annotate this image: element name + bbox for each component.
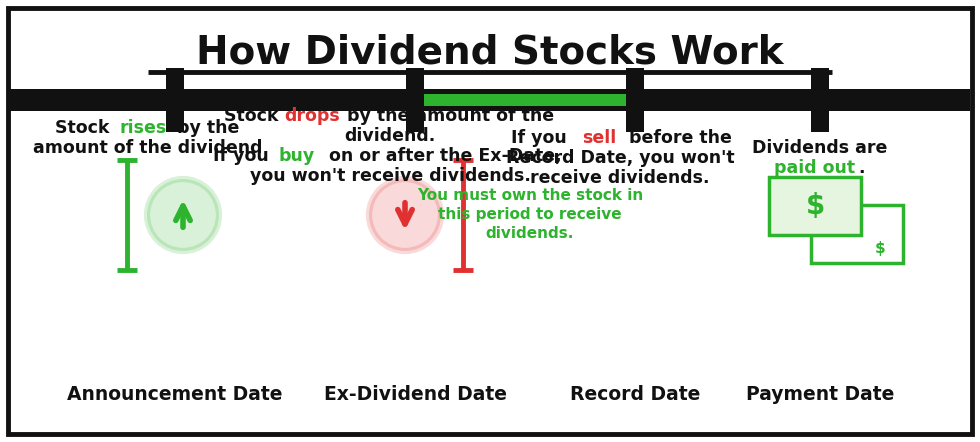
FancyBboxPatch shape: [10, 89, 970, 111]
Text: buy: buy: [278, 147, 315, 165]
Text: $: $: [875, 241, 885, 256]
Circle shape: [147, 179, 219, 251]
Text: Record Date: Record Date: [569, 385, 700, 404]
Text: Dividends are: Dividends are: [753, 139, 888, 157]
Text: Ex-Dividend Date: Ex-Dividend Date: [323, 385, 507, 404]
Text: dividend.: dividend.: [344, 127, 436, 145]
Text: this period to receive: this period to receive: [438, 206, 622, 221]
FancyBboxPatch shape: [415, 94, 635, 106]
Text: Stock: Stock: [55, 119, 116, 137]
Text: .: .: [858, 159, 865, 177]
FancyBboxPatch shape: [406, 68, 424, 132]
Text: amount of the dividend: amount of the dividend: [33, 139, 263, 157]
Text: before the: before the: [623, 129, 732, 147]
Text: $: $: [806, 192, 824, 220]
Text: sell: sell: [582, 129, 616, 147]
FancyBboxPatch shape: [811, 205, 903, 263]
Text: on or after the Ex-Date,: on or after the Ex-Date,: [322, 147, 562, 165]
Text: How Dividend Stocks Work: How Dividend Stocks Work: [196, 33, 784, 71]
FancyBboxPatch shape: [626, 68, 644, 132]
Text: If you: If you: [511, 129, 572, 147]
FancyBboxPatch shape: [769, 177, 861, 235]
Text: If you: If you: [214, 147, 275, 165]
FancyBboxPatch shape: [811, 68, 829, 132]
Text: drops: drops: [284, 107, 340, 125]
Text: dividends.: dividends.: [486, 225, 574, 240]
Text: by the amount of the: by the amount of the: [341, 107, 554, 125]
Text: by the: by the: [172, 119, 239, 137]
Circle shape: [369, 179, 441, 251]
Text: Payment Date: Payment Date: [746, 385, 894, 404]
Text: You must own the stock in: You must own the stock in: [416, 187, 643, 202]
FancyBboxPatch shape: [166, 68, 184, 132]
Text: paid out: paid out: [774, 159, 856, 177]
Text: Record Date, you won't: Record Date, you won't: [506, 149, 734, 167]
Text: receive dividends.: receive dividends.: [530, 169, 710, 187]
Text: rises: rises: [120, 119, 167, 137]
Text: you won't receive dividends.: you won't receive dividends.: [250, 167, 530, 185]
Text: Stock: Stock: [224, 107, 285, 125]
Text: Announcement Date: Announcement Date: [68, 385, 283, 404]
